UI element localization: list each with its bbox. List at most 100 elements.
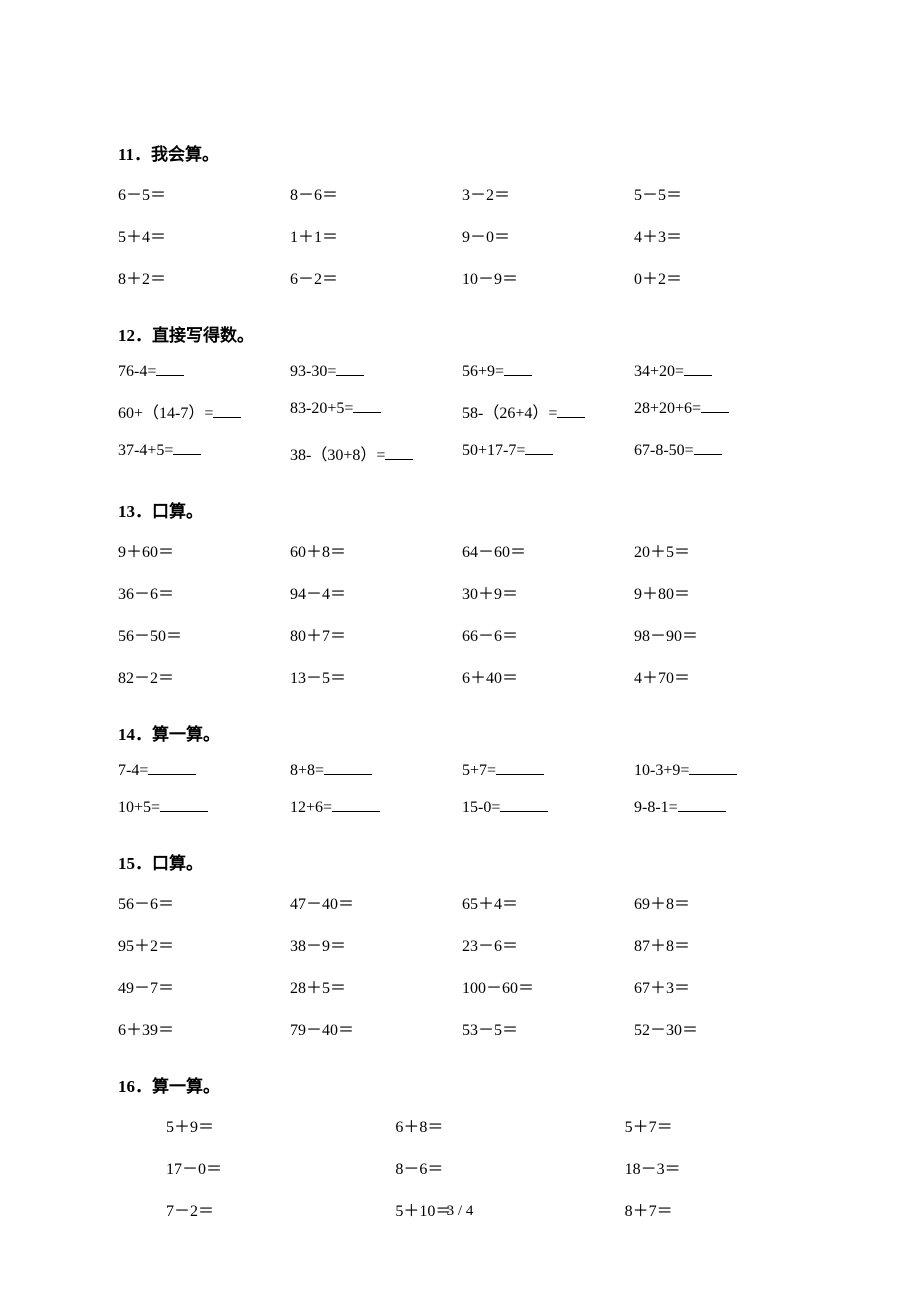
problem-item: 60+（14-7）= <box>118 399 286 423</box>
problem-item: 17－0＝ <box>118 1155 343 1179</box>
problem-item: 49－7＝ <box>118 974 286 998</box>
problem-item: 6＋8＝ <box>347 1113 572 1137</box>
answer-blank <box>148 761 196 775</box>
problem-item: 20＋5＝ <box>634 538 802 562</box>
answer-blank <box>156 362 184 376</box>
answer-blank <box>525 441 553 455</box>
problem-item: 9＋80＝ <box>634 580 802 604</box>
problem-item: 52－30＝ <box>634 1016 802 1040</box>
answer-blank <box>694 441 722 455</box>
problem-item: 47－40＝ <box>290 890 458 914</box>
problem-item: 6＋40＝ <box>462 664 630 688</box>
problem-item: 9-8-1= <box>634 798 802 817</box>
problem-item: 93-30= <box>290 362 458 381</box>
problem-item: 38-（30+8）= <box>290 441 458 465</box>
problem-item: 12+6= <box>290 798 458 817</box>
problem-item: 7-4= <box>118 761 286 780</box>
problem-item: 66－6＝ <box>462 622 630 646</box>
answer-blank <box>678 798 726 812</box>
section-11: 11．我会算。 6－5＝8－6＝3－2＝5－5＝5＋4＝1＋1＝9－0＝4＋3＝… <box>118 140 802 289</box>
problem-item: 65＋4＝ <box>462 890 630 914</box>
problem-item: 67＋3＝ <box>634 974 802 998</box>
problem-item: 8＋2＝ <box>118 265 286 289</box>
problem-grid: 76-4=93-30=56+9=34+20=60+（14-7）=83-20+5=… <box>118 362 802 465</box>
section-title: 14．算一算。 <box>118 720 802 745</box>
problem-item: 58-（26+4）= <box>462 399 630 423</box>
problem-item: 23－6＝ <box>462 932 630 956</box>
answer-blank <box>496 761 544 775</box>
problem-item: 95＋2＝ <box>118 932 286 956</box>
answer-blank <box>353 399 381 413</box>
problem-item: 79－40＝ <box>290 1016 458 1040</box>
problem-item: 60＋8＝ <box>290 538 458 562</box>
problem-item: 87＋8＝ <box>634 932 802 956</box>
problem-item: 0＋2＝ <box>634 265 802 289</box>
problem-grid: 9＋60＝60＋8＝64－60＝20＋5＝ 36－6＝94－4＝30＋9＝9＋80… <box>118 538 802 688</box>
section-title: 12．直接写得数。 <box>118 321 802 346</box>
problem-item: 56－50＝ <box>118 622 286 646</box>
section-12: 12．直接写得数。 76-4=93-30=56+9=34+20=60+（14-7… <box>118 321 802 465</box>
problem-item: 6－2＝ <box>290 265 458 289</box>
problem-item: 38－9＝ <box>290 932 458 956</box>
problem-item: 100－60＝ <box>462 974 630 998</box>
problem-item: 4＋70＝ <box>634 664 802 688</box>
problem-item: 9－0＝ <box>462 223 630 247</box>
problem-item: 1＋1＝ <box>290 223 458 247</box>
problem-item: 37-4+5= <box>118 441 286 465</box>
problem-item: 98－90＝ <box>634 622 802 646</box>
problem-item: 82－2＝ <box>118 664 286 688</box>
problem-item: 15-0= <box>462 798 630 817</box>
problem-grid: 56－6＝47－40＝65＋4＝69＋8＝ 95＋2＝38－9＝23－6＝87＋8… <box>118 890 802 1040</box>
problem-item: 28+20+6= <box>634 399 802 423</box>
problem-item: 4＋3＝ <box>634 223 802 247</box>
problem-item: 36－6＝ <box>118 580 286 604</box>
answer-blank <box>324 761 372 775</box>
section-title: 13．口算。 <box>118 497 802 522</box>
problem-item: 9＋60＝ <box>118 538 286 562</box>
answer-blank <box>689 761 737 775</box>
section-13: 13．口算。 9＋60＝60＋8＝64－60＝20＋5＝ 36－6＝94－4＝30… <box>118 497 802 688</box>
answer-blank <box>684 362 712 376</box>
problem-grid: 6－5＝8－6＝3－2＝5－5＝5＋4＝1＋1＝9－0＝4＋3＝8＋2＝6－2＝… <box>118 181 802 289</box>
problem-item: 8+8= <box>290 761 458 780</box>
problem-item: 6＋39＝ <box>118 1016 286 1040</box>
section-15: 15．口算。 56－6＝47－40＝65＋4＝69＋8＝ 95＋2＝38－9＝23… <box>118 849 802 1040</box>
answer-blank <box>557 404 585 418</box>
answer-blank <box>500 798 548 812</box>
problem-item: 83-20+5= <box>290 399 458 423</box>
problem-item: 13－5＝ <box>290 664 458 688</box>
problem-item: 5－5＝ <box>634 181 802 205</box>
problem-grid: 7-4=8+8=5+7=10-3+9= 10+5=12+6=15-0=9-8-1= <box>118 761 802 817</box>
problem-item: 30＋9＝ <box>462 580 630 604</box>
page-number: 3 / 4 <box>0 1203 920 1220</box>
answer-blank <box>213 404 241 418</box>
answer-blank <box>336 362 364 376</box>
problem-item: 8－6＝ <box>347 1155 572 1179</box>
answer-blank <box>701 399 729 413</box>
problem-item: 53－5＝ <box>462 1016 630 1040</box>
problem-item: 10-3+9= <box>634 761 802 780</box>
problem-item: 69＋8＝ <box>634 890 802 914</box>
problem-item: 50+17-7= <box>462 441 630 465</box>
problem-item: 56－6＝ <box>118 890 286 914</box>
problem-item: 10+5= <box>118 798 286 817</box>
problem-item: 10－9＝ <box>462 265 630 289</box>
problem-item: 94－4＝ <box>290 580 458 604</box>
problem-item: 28＋5＝ <box>290 974 458 998</box>
worksheet-page: 11．我会算。 6－5＝ 8－6＝ 3－2＝5－5＝ 5＋4＝1＋1＝9－0＝4＋3＝… <box>0 0 920 1221</box>
answer-blank <box>173 441 201 455</box>
problem-item: 76-4= <box>118 362 286 381</box>
section-title: 15．口算。 <box>118 849 802 874</box>
answer-blank <box>332 798 380 812</box>
problem-item: 34+20= <box>634 362 802 381</box>
section-title: 11．我会算。 <box>118 140 802 165</box>
problem-item: 64－60＝ <box>462 538 630 562</box>
problem-item: 5＋4＝ <box>118 223 286 247</box>
problem-item: 67-8-50= <box>634 441 802 465</box>
answer-blank <box>385 446 413 460</box>
problem-item: 3－2＝ <box>462 181 630 205</box>
section-14: 14．算一算。 7-4=8+8=5+7=10-3+9= 10+5=12+6=15-… <box>118 720 802 817</box>
problem-item: 6－5＝ <box>118 181 286 205</box>
problem-item: 5＋7＝ <box>577 1113 802 1137</box>
problem-item: 5+7= <box>462 761 630 780</box>
